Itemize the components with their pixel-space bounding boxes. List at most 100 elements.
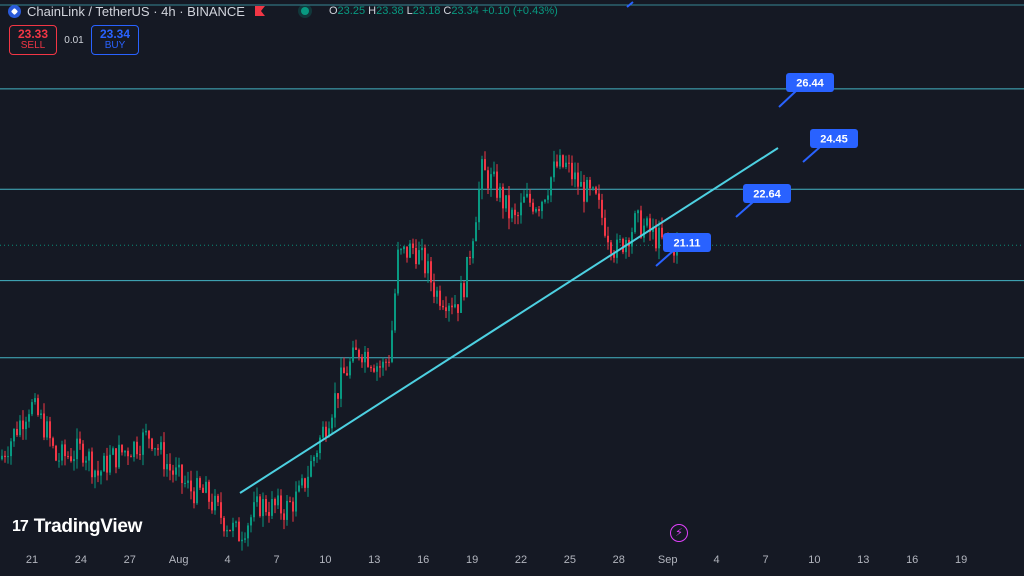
candle-body xyxy=(418,250,420,265)
candle-body xyxy=(574,172,576,180)
candle-body xyxy=(277,495,279,506)
x-tick-label: 28 xyxy=(613,554,625,566)
candle-body xyxy=(562,155,564,168)
candle-body xyxy=(115,448,117,468)
candle-body xyxy=(85,460,87,463)
candle-body xyxy=(133,441,135,458)
sell-label: SELL xyxy=(20,40,46,51)
candle-body xyxy=(445,307,447,312)
candle-body xyxy=(514,209,516,216)
candle-body xyxy=(547,195,549,200)
candle-body xyxy=(268,512,270,516)
candle-body xyxy=(10,441,12,457)
candle-body xyxy=(412,243,414,248)
candle-body xyxy=(607,235,609,243)
candle-body xyxy=(640,210,642,238)
candle-body xyxy=(58,460,60,462)
tradingview-logo[interactable]: 17 TradingView xyxy=(12,516,142,538)
candle-body xyxy=(460,283,462,313)
candle-body xyxy=(361,356,363,363)
candle-body xyxy=(487,170,489,189)
candle-body xyxy=(37,398,39,416)
candle-body xyxy=(565,162,567,168)
candle-body xyxy=(103,455,105,472)
candle-body xyxy=(151,438,153,450)
candle-body xyxy=(577,172,579,187)
lightning-icon[interactable]: ⚡ xyxy=(670,524,688,542)
candle-body xyxy=(526,193,528,197)
candle-body xyxy=(589,179,591,189)
candle-body xyxy=(79,438,81,444)
candle-body xyxy=(232,522,234,531)
candle-body xyxy=(4,455,6,458)
candle-body xyxy=(481,159,483,190)
candle-body xyxy=(604,217,606,236)
candle-body xyxy=(472,241,474,259)
candle-body xyxy=(25,421,27,430)
annotation-label-box xyxy=(743,184,791,203)
x-tick-label: Aug xyxy=(169,554,189,566)
candle-body xyxy=(82,443,84,463)
candle-body xyxy=(1,455,3,460)
annotation-connector xyxy=(655,250,674,267)
annotation-label-text: 26.44 xyxy=(796,78,824,90)
candle-body xyxy=(289,500,291,502)
annotation-label-box xyxy=(810,129,858,148)
x-tick-label: 7 xyxy=(273,554,279,566)
candle-body xyxy=(454,304,456,308)
buy-button[interactable]: 23.34 BUY xyxy=(91,25,139,55)
sell-button[interactable]: 23.33 SELL xyxy=(9,25,57,55)
candle-body xyxy=(622,238,624,253)
candle-body xyxy=(424,247,426,274)
candle-body xyxy=(19,420,21,436)
candle-body xyxy=(52,438,54,446)
candle-body xyxy=(46,421,48,438)
annotation-connector xyxy=(802,146,821,163)
candle-body xyxy=(436,290,438,297)
candle-body xyxy=(223,517,225,532)
brand-name: TradingView xyxy=(33,516,143,537)
candle-body xyxy=(211,501,213,511)
annotation-connector xyxy=(778,90,797,108)
candle-body xyxy=(28,414,30,422)
candle-body xyxy=(244,538,246,540)
x-tick-label: 16 xyxy=(417,554,429,566)
symbol-title[interactable]: ChainLink / TetherUS · 4h · BINANCE xyxy=(27,3,245,19)
candle-body xyxy=(160,442,162,450)
annotation-label-box xyxy=(786,73,834,92)
candle-body xyxy=(175,467,177,475)
candle-body xyxy=(283,513,285,520)
candle-body xyxy=(280,495,282,514)
x-tick-label: 22 xyxy=(515,554,527,566)
candle-body xyxy=(652,227,654,232)
candle-body xyxy=(502,186,504,209)
candle-body xyxy=(439,290,441,306)
candle-body xyxy=(322,426,324,438)
candle-body xyxy=(409,243,411,258)
candle-body xyxy=(358,349,360,357)
candle-body xyxy=(124,450,126,453)
candle-body xyxy=(49,421,51,439)
candle-body xyxy=(73,459,75,462)
candle-body xyxy=(145,430,147,433)
x-tick-label: 19 xyxy=(466,554,478,566)
flag-icon[interactable] xyxy=(254,6,265,16)
candle-body xyxy=(598,193,600,200)
candle-body xyxy=(556,161,558,167)
x-tick-label: 19 xyxy=(955,554,967,566)
candle-body xyxy=(382,361,384,368)
candle-body xyxy=(355,347,357,350)
candle-body xyxy=(349,361,351,376)
candle-body xyxy=(580,181,582,187)
x-tick-label: 16 xyxy=(906,554,918,566)
candle-body xyxy=(364,351,366,363)
candle-body xyxy=(100,471,102,476)
candle-body xyxy=(97,470,99,476)
candle-body xyxy=(505,195,507,209)
candle-body xyxy=(616,239,618,258)
candle-body xyxy=(298,485,300,492)
candle-body xyxy=(466,256,468,298)
chainlink-logo-icon xyxy=(8,4,21,18)
candle-body xyxy=(403,246,405,250)
